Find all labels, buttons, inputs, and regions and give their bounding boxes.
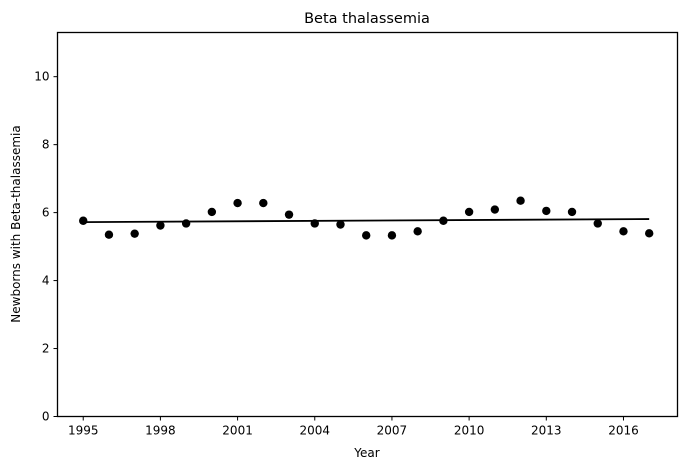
data-point [362,231,371,240]
x-tick-label: 2007 [377,424,408,438]
data-point [104,230,114,239]
y-tick-label: 4 [42,274,50,288]
data-point [387,231,397,240]
trend-line [83,218,650,224]
x-axis-label: Year [353,446,379,460]
x-tick-label: 2001 [222,424,253,438]
y-tick-label: 2 [42,342,50,356]
data-point [259,198,268,208]
data-point [233,198,242,208]
x-tick-label: 1998 [145,424,176,438]
data-point [593,219,602,228]
x-tick-label: 2010 [454,424,485,438]
x-tick-label: 2004 [299,424,330,438]
data-point [181,219,191,228]
data-point [79,216,88,225]
y-axis-ticks: 0 2 4 6 8 10 [34,70,58,424]
y-tick-label: 8 [42,138,50,152]
data-point [336,220,345,229]
x-tick-label: 2016 [608,424,639,438]
data-point [619,227,628,236]
data-point [645,229,654,238]
data-point [464,207,474,217]
data-point [310,219,319,228]
data-point [130,229,139,238]
data-point [516,196,525,205]
data-point [439,216,448,225]
data-point [490,205,500,214]
y-tick-label: 0 [42,410,50,424]
y-axis-label: Newborns with Beta-thalassemia [9,125,23,322]
x-tick-label: 1995 [68,424,99,438]
plot-frame [56,31,679,418]
data-point [207,207,217,217]
y-tick-label: 6 [42,206,50,220]
data-point [284,210,294,219]
data-point [156,221,165,230]
data-point [567,207,577,217]
x-tick-label: 2013 [531,424,562,438]
x-axis-ticks: 1995 1998 2001 2004 2007 2010 2013 2016 [68,416,639,438]
chart-title: Beta thalassemia [304,11,430,27]
data-point [413,227,422,236]
data-point [542,206,551,216]
y-tick-label: 10 [34,70,49,84]
plot-area [79,196,654,240]
